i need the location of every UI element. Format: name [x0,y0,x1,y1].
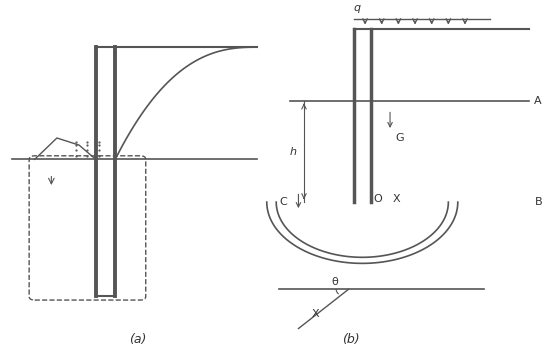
Text: C: C [280,197,287,207]
Text: A: A [535,96,542,106]
Text: h: h [290,147,296,157]
Text: O: O [373,194,382,203]
Text: q: q [354,3,361,13]
Text: (b): (b) [343,333,360,346]
Text: G: G [396,133,404,143]
Text: X: X [393,194,401,203]
Text: θ: θ [331,277,338,287]
Text: (a): (a) [129,333,146,346]
Text: X: X [311,309,319,319]
Text: B: B [535,197,542,207]
